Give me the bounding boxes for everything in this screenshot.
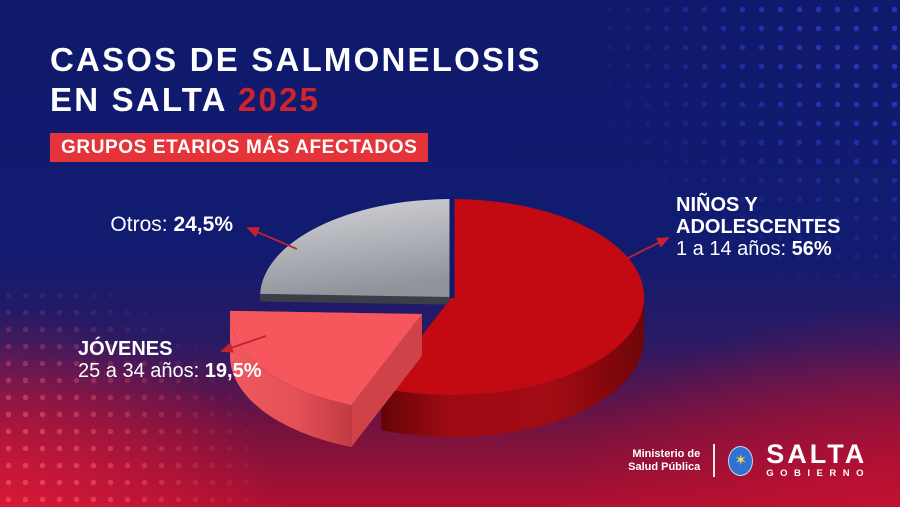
- label-ninos-line1: NIÑOS Y: [676, 194, 758, 216]
- government-name: SALTA: [766, 439, 868, 469]
- subtitle-badge: GRUPOS ETARIOS MÁS AFECTADOS: [50, 133, 429, 162]
- label-otros-value: 24,5%: [173, 213, 233, 236]
- title-year: 2025: [237, 81, 321, 118]
- ministry-name: Ministerio de Salud Pública: [628, 448, 700, 474]
- ministry-line1: Ministerio de: [632, 447, 701, 460]
- footer-divider: [713, 444, 716, 477]
- title-line2: EN SALTA 2025: [50, 81, 321, 118]
- title-line1: CASOS DE SALMONELOSIS: [50, 41, 542, 78]
- label-ninos-adolescentes: NIÑOS Y ADOLESCENTES 1 a 14 años: 56%: [676, 194, 840, 260]
- pie-slice-jovenes-cut: [351, 314, 422, 448]
- page-title: CASOS DE SALMONELOSIS EN SALTA 2025: [50, 40, 542, 120]
- label-otros: Otros: 24,5%: [110, 214, 233, 236]
- pie-slice-ninos-adolescentes-cut: [381, 297, 452, 431]
- label-ninos-value: 56%: [791, 238, 832, 260]
- salta-emblem-icon: ✶: [728, 445, 754, 476]
- dots-pattern-bottom-left: [0, 287, 250, 507]
- label-jovenes-detail: 25 a 34 años:: [78, 360, 200, 382]
- label-jovenes-value: 19,5%: [204, 360, 262, 382]
- pie-slice-ninos-adolescentes-side: [381, 297, 644, 437]
- pie-slice-otros-cut: [260, 293, 452, 305]
- label-ninos-detail: 1 a 14 años:: [676, 238, 787, 260]
- arrow-ninos-adolescentes: [627, 237, 670, 259]
- label-jovenes: JÓVENES 25 a 34 años: 19,5%: [78, 338, 262, 382]
- sun-star-icon: ✶: [734, 452, 748, 469]
- label-otros-text: Otros:: [110, 213, 168, 236]
- arrow-otros: [246, 227, 298, 250]
- label-jovenes-line1: JÓVENES: [78, 338, 173, 360]
- government-logo: SALTA GOBIERNO: [766, 439, 870, 480]
- pie-slice-jovenes-cut: [230, 310, 422, 322]
- footer-branding: Ministerio de Salud Pública ✶ SALTA GOBI…: [628, 439, 870, 480]
- government-sub: GOBIERNO: [766, 468, 870, 479]
- pie-slice-otros: [260, 199, 452, 297]
- label-ninos-line2: ADOLESCENTES: [676, 216, 841, 238]
- pie-slice-ninos-adolescentes: [381, 199, 645, 395]
- ministry-line2: Salud Pública: [628, 460, 701, 473]
